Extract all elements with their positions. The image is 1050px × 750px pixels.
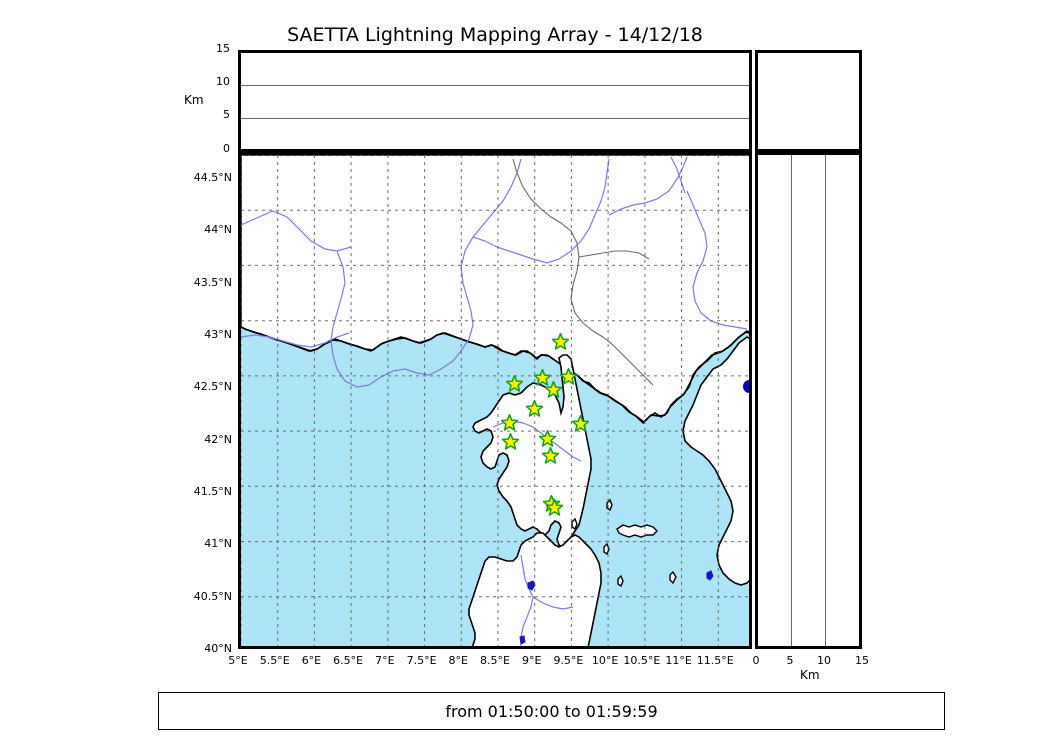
xtick-right-10: 10 xyxy=(817,654,831,667)
right-panel-xlabel: Km xyxy=(800,668,820,682)
map-xtick-label: 7°E xyxy=(375,654,395,667)
lake-sardinia-1 xyxy=(527,580,536,591)
station-marker[interactable] xyxy=(545,380,563,398)
map-xtick-label: 6.5°E xyxy=(333,654,364,667)
map-ytick-label: 42°N xyxy=(204,432,232,446)
map-xtick-label: 5°E xyxy=(228,654,248,667)
status-bar: from 01:50:00 to 01:59:59 xyxy=(158,692,945,730)
country-borders-layer xyxy=(512,158,654,386)
map-xtick-label: 10°E xyxy=(591,654,619,667)
land-italy-tuscany xyxy=(682,336,749,586)
panel-altitude-vs-longitude xyxy=(238,50,752,152)
island-capraia xyxy=(603,542,610,556)
panel-corner xyxy=(755,50,862,152)
station-marker[interactable] xyxy=(505,374,523,392)
island-giglio xyxy=(669,570,677,585)
map-xtick-label: 11°E xyxy=(665,654,692,667)
map-ytick-label: 44°N xyxy=(204,223,232,237)
station-marker[interactable] xyxy=(500,414,519,432)
station-marker[interactable] xyxy=(501,433,520,450)
panel-altitude-vs-latitude xyxy=(755,152,862,649)
map-gridlines xyxy=(241,155,749,646)
panel-map[interactable] xyxy=(238,152,752,649)
gridline-alt-10-right xyxy=(825,155,826,646)
ytick-top-5: 5 xyxy=(223,108,230,121)
map-xtick-label: 11.5°E xyxy=(696,654,734,667)
island-elba xyxy=(616,524,658,538)
ytick-top-0: 0 xyxy=(223,142,230,155)
rivers-sardinia xyxy=(520,554,574,646)
map-xtick-label: 5.5°E xyxy=(259,654,290,667)
lake-italy xyxy=(706,570,714,581)
station-marker[interactable] xyxy=(538,429,556,447)
gridline-alt-5 xyxy=(241,118,749,119)
map-ytick-label: 43.5°N xyxy=(193,275,232,289)
station-marker[interactable] xyxy=(533,369,551,387)
map-xtick-label: 8.5°E xyxy=(480,654,510,667)
vhf-source-point[interactable] xyxy=(743,379,749,393)
land-corsica xyxy=(472,354,592,548)
station-marker[interactable] xyxy=(551,332,570,350)
top-panel-ylabel: Km xyxy=(184,93,204,107)
map-ytick-label: 43°N xyxy=(204,328,232,342)
map-ytick-label: 40.5°N xyxy=(193,589,232,603)
station-marker[interactable] xyxy=(572,415,590,433)
gridline-alt-10 xyxy=(241,85,749,86)
map-xtick-label: 10.5°E xyxy=(623,654,661,667)
xtick-right-15: 15 xyxy=(855,654,869,667)
map-ytick-label: 41.5°N xyxy=(193,485,232,499)
island-montecristo xyxy=(617,574,624,588)
rivers-layer xyxy=(241,156,748,388)
island-small-2 xyxy=(571,517,578,531)
station-marker[interactable] xyxy=(542,446,560,464)
xtick-right-5: 5 xyxy=(786,654,794,667)
map-xtick-label: 9.5°E xyxy=(553,654,584,667)
map-xtick-label: 6°E xyxy=(301,654,322,667)
status-text: from 01:50:00 to 01:59:59 xyxy=(445,701,658,721)
map-ytick-label: 40°N xyxy=(204,642,232,655)
map-ytick-label: 42.5°N xyxy=(193,380,232,394)
coastline-riviera xyxy=(241,326,749,424)
map-xtick-label: 8°E xyxy=(448,654,468,667)
ytick-top-15: 15 xyxy=(216,42,230,55)
page-title: SAETTA Lightning Mapping Array - 14/12/1… xyxy=(287,24,703,46)
map-ytick-label: 41°N xyxy=(204,537,232,551)
map-xtick-label: 7.5°E xyxy=(406,654,437,667)
map-ytick-label: 44.5°N xyxy=(193,171,232,185)
station-marker[interactable] xyxy=(545,499,564,516)
xtick-right-0: 0 xyxy=(752,654,760,667)
station-marker[interactable] xyxy=(525,399,544,417)
map-geography xyxy=(241,155,749,646)
ytick-top-10: 10 xyxy=(216,75,230,88)
lake-sardinia-2 xyxy=(519,635,526,645)
gridline-alt-5-right xyxy=(791,155,792,646)
map-xtick-label: 9°E xyxy=(521,654,542,667)
station-marker[interactable] xyxy=(559,368,578,386)
